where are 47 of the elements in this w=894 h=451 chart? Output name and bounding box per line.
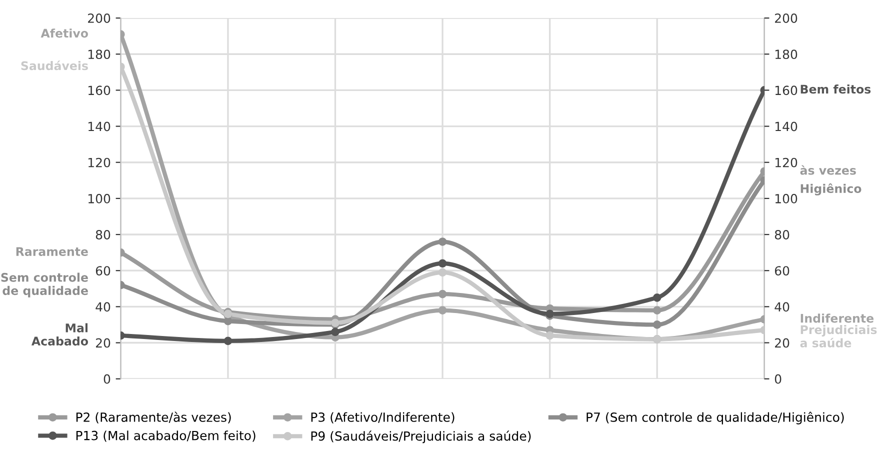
point xyxy=(438,238,447,246)
y2-tick-label: 20 xyxy=(775,338,790,348)
point xyxy=(331,328,340,336)
y2-tick-label: 160 xyxy=(775,86,798,96)
legend-label: P13 (Mal acabado/Bem feito) xyxy=(76,430,256,442)
y-tick-label: 80 xyxy=(96,230,110,240)
text: Sem controle de qualidade xyxy=(1,272,88,298)
y-tick-label: 200 xyxy=(88,14,110,23)
y2-tick-label: 120 xyxy=(775,158,798,168)
y-tick-label: 0 xyxy=(104,374,110,384)
y2-tick-label: 40 xyxy=(774,302,790,312)
y-tick-label: 40 xyxy=(96,302,110,312)
y2-tick-label: 180 xyxy=(775,50,798,60)
point xyxy=(652,293,662,302)
y2-tick-label: 100 xyxy=(775,194,798,204)
y-tick-label: 20 xyxy=(96,338,110,348)
y-tick-label: 100 xyxy=(88,194,110,204)
text: às vezes xyxy=(800,165,856,175)
text: Mal Acabado xyxy=(31,323,88,346)
legend-label: P7 (Sem controle de qualidade/Higiênico) xyxy=(586,412,844,424)
legend-label: P9 (Saudáveis/Prejudiciais a saúde) xyxy=(311,430,531,444)
y2-tick-label: 200 xyxy=(775,14,798,23)
text: Bem feitos xyxy=(800,84,871,94)
text: Afetivo xyxy=(40,28,88,38)
point xyxy=(652,306,662,314)
y2-tick-label: 0 xyxy=(774,374,782,384)
text: Indiferente xyxy=(800,314,874,323)
point xyxy=(546,331,554,340)
y2-tick-label: 140 xyxy=(775,122,798,132)
legend-label: P3 (Afetivo/Indiferente) xyxy=(311,412,454,424)
y-tick-label: 160 xyxy=(88,86,110,96)
legend-label: P2 (Raramente/às vezes) xyxy=(76,412,231,424)
y-tick-label: 140 xyxy=(88,122,110,132)
y2-tick-label: 60 xyxy=(774,266,790,276)
y-tick-label: 180 xyxy=(88,50,110,60)
text: Raramente xyxy=(16,247,88,256)
point xyxy=(652,320,662,329)
y-tick-label: 120 xyxy=(88,158,110,168)
point xyxy=(438,290,447,298)
point xyxy=(438,268,447,277)
point xyxy=(224,316,232,326)
text: Higiênico xyxy=(800,183,862,196)
y2-tick-label: 80 xyxy=(774,230,790,240)
point xyxy=(438,306,447,314)
y-tick-label: 60 xyxy=(96,266,110,276)
point xyxy=(224,336,232,346)
point xyxy=(438,259,447,268)
